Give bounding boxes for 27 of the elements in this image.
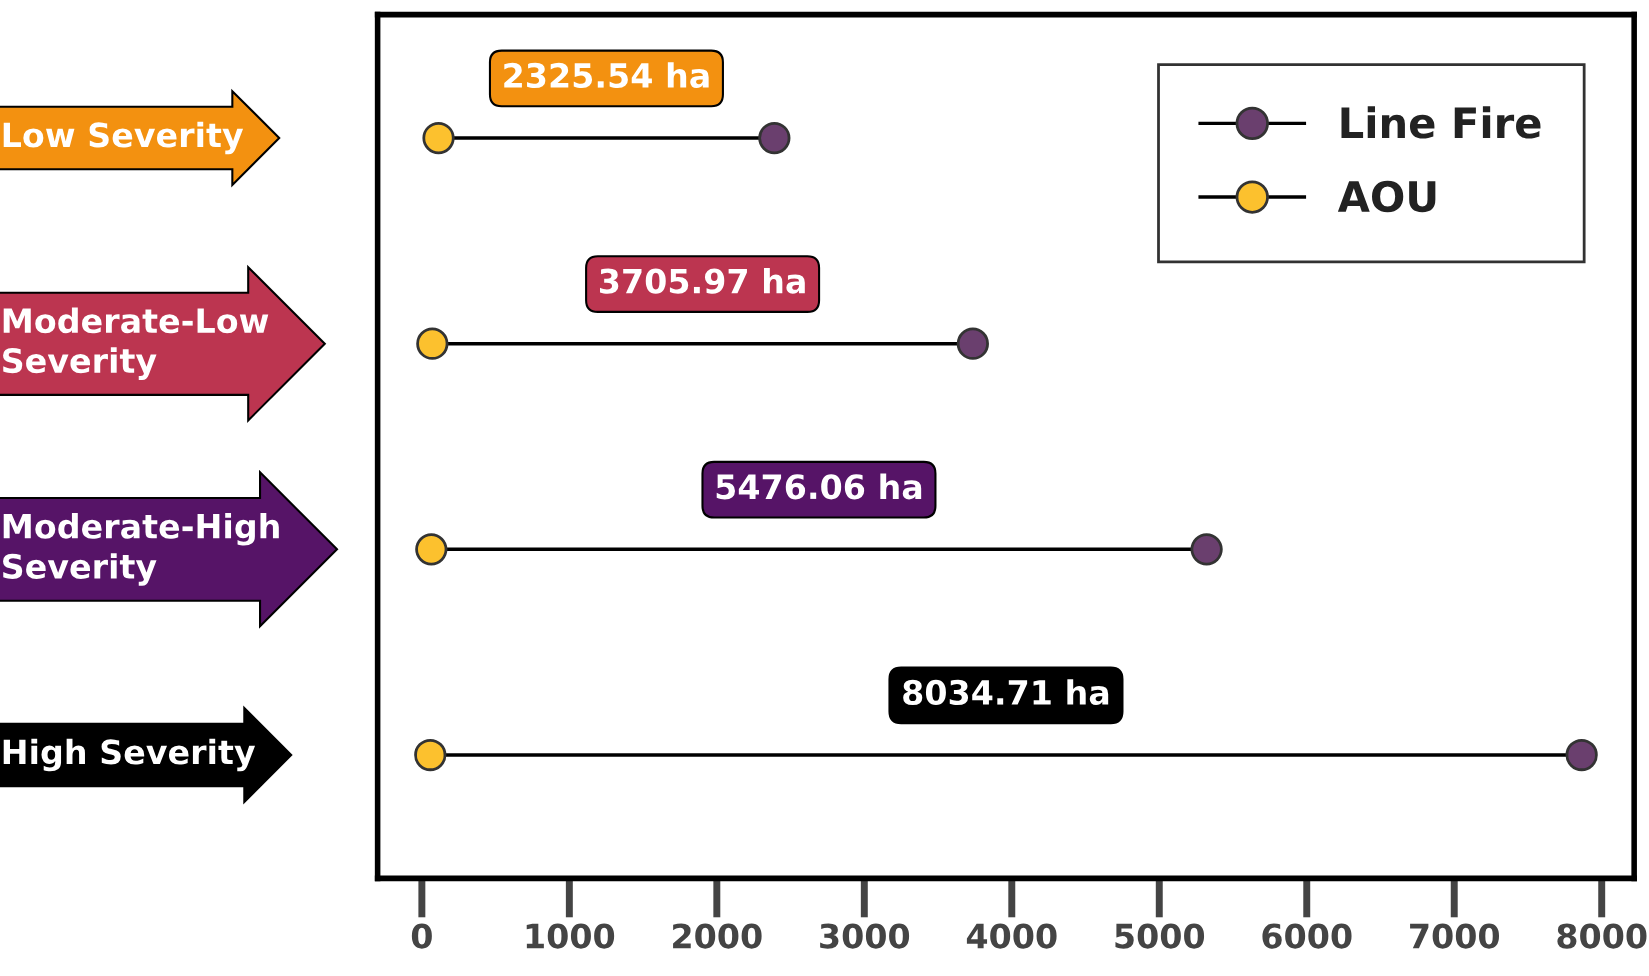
x-tick-label: 3000 [820, 923, 910, 949]
x-tick-label: 5000 [1115, 923, 1205, 949]
y-tick-label: High Severity [3, 738, 256, 772]
x-tick-label: 8000 [1557, 923, 1647, 949]
legend-label: AOU [1337, 180, 1436, 213]
annotation: 5476.06 ha [716, 473, 922, 500]
point [422, 121, 455, 155]
x-tick-label: 4000 [966, 923, 1057, 949]
point [1565, 738, 1598, 772]
annotation: 3705.97 ha [600, 267, 805, 294]
point [415, 533, 448, 566]
y-tick-label: Moderate-High Severity [3, 513, 279, 586]
point [416, 327, 449, 360]
x-tick-label: 6000 [1262, 923, 1352, 949]
point [1190, 533, 1223, 566]
x-tick-label: 2000 [673, 923, 762, 949]
x-tick-label: 0 [411, 923, 432, 949]
annotation: 8034.71 ha [903, 679, 1109, 706]
x-tick-label: 7000 [1410, 923, 1500, 949]
legend-label: Line Fire [1341, 106, 1541, 139]
point [956, 327, 989, 360]
point [758, 121, 791, 155]
y-tick-label: Low Severity [3, 121, 244, 155]
annotation: 2325.54 ha [504, 62, 709, 89]
point [414, 738, 447, 772]
y-tick-label: Moderate-Low Severity [3, 307, 269, 380]
x-tick-label: 1000 [526, 923, 615, 949]
